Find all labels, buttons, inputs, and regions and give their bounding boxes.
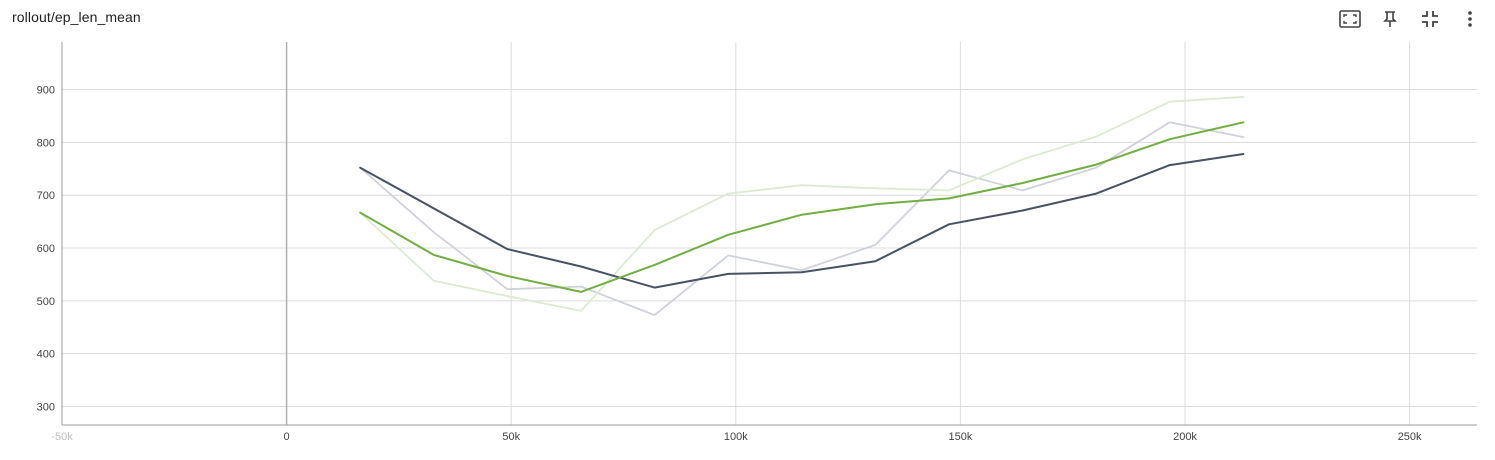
y-tick-label: 500 bbox=[37, 296, 55, 308]
raw-series-line-0[interactable] bbox=[359, 121, 1245, 317]
x-tick-label: 100k bbox=[724, 431, 748, 443]
smoothed-series-line-3[interactable] bbox=[359, 121, 1245, 293]
smoothed-series-line-2[interactable] bbox=[359, 153, 1245, 289]
x-tick-label: 150k bbox=[948, 431, 972, 443]
y-tick-label: 300 bbox=[37, 402, 55, 414]
more-vert-icon bbox=[1468, 11, 1472, 27]
collapse-button[interactable] bbox=[1417, 6, 1443, 32]
y-tick-label: 700 bbox=[37, 190, 55, 202]
y-tick-label: 600 bbox=[37, 243, 55, 255]
grid bbox=[61, 42, 1477, 425]
series-layer bbox=[359, 96, 1245, 317]
x-tick-label: 200k bbox=[1173, 431, 1197, 443]
fit-domain-icon bbox=[1339, 10, 1361, 28]
y-tick-label: 400 bbox=[37, 349, 55, 361]
raw-series-line-1[interactable] bbox=[359, 96, 1245, 312]
chart-title: rollout/ep_len_mean bbox=[12, 9, 141, 25]
x-tick-label: -50k bbox=[51, 431, 73, 443]
x-tick-label: 250k bbox=[1398, 431, 1422, 443]
y-tick-label: 800 bbox=[37, 137, 55, 149]
x-tick-label: 0 bbox=[284, 431, 290, 443]
pin-button[interactable] bbox=[1377, 6, 1403, 32]
more-options-button[interactable] bbox=[1457, 6, 1483, 32]
x-tick-label: 50k bbox=[502, 431, 520, 443]
fit-domain-button[interactable] bbox=[1337, 6, 1363, 32]
collapse-icon bbox=[1422, 11, 1438, 27]
axes: 300 400 500 600 700 800 900 -50k 0 50k 100k 150k 200… bbox=[37, 42, 1477, 443]
y-tick-label: 900 bbox=[37, 85, 55, 97]
pin-icon bbox=[1383, 11, 1397, 27]
chart-toolbar bbox=[1337, 6, 1483, 32]
